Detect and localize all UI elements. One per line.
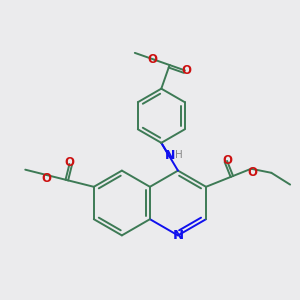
Text: H: H [175, 150, 183, 160]
Text: O: O [65, 156, 75, 170]
Text: O: O [182, 64, 192, 77]
Text: O: O [42, 172, 52, 185]
Text: N: N [164, 149, 175, 162]
Text: N: N [172, 229, 184, 242]
Text: O: O [248, 166, 258, 179]
Text: O: O [222, 154, 232, 167]
Text: O: O [148, 53, 158, 66]
